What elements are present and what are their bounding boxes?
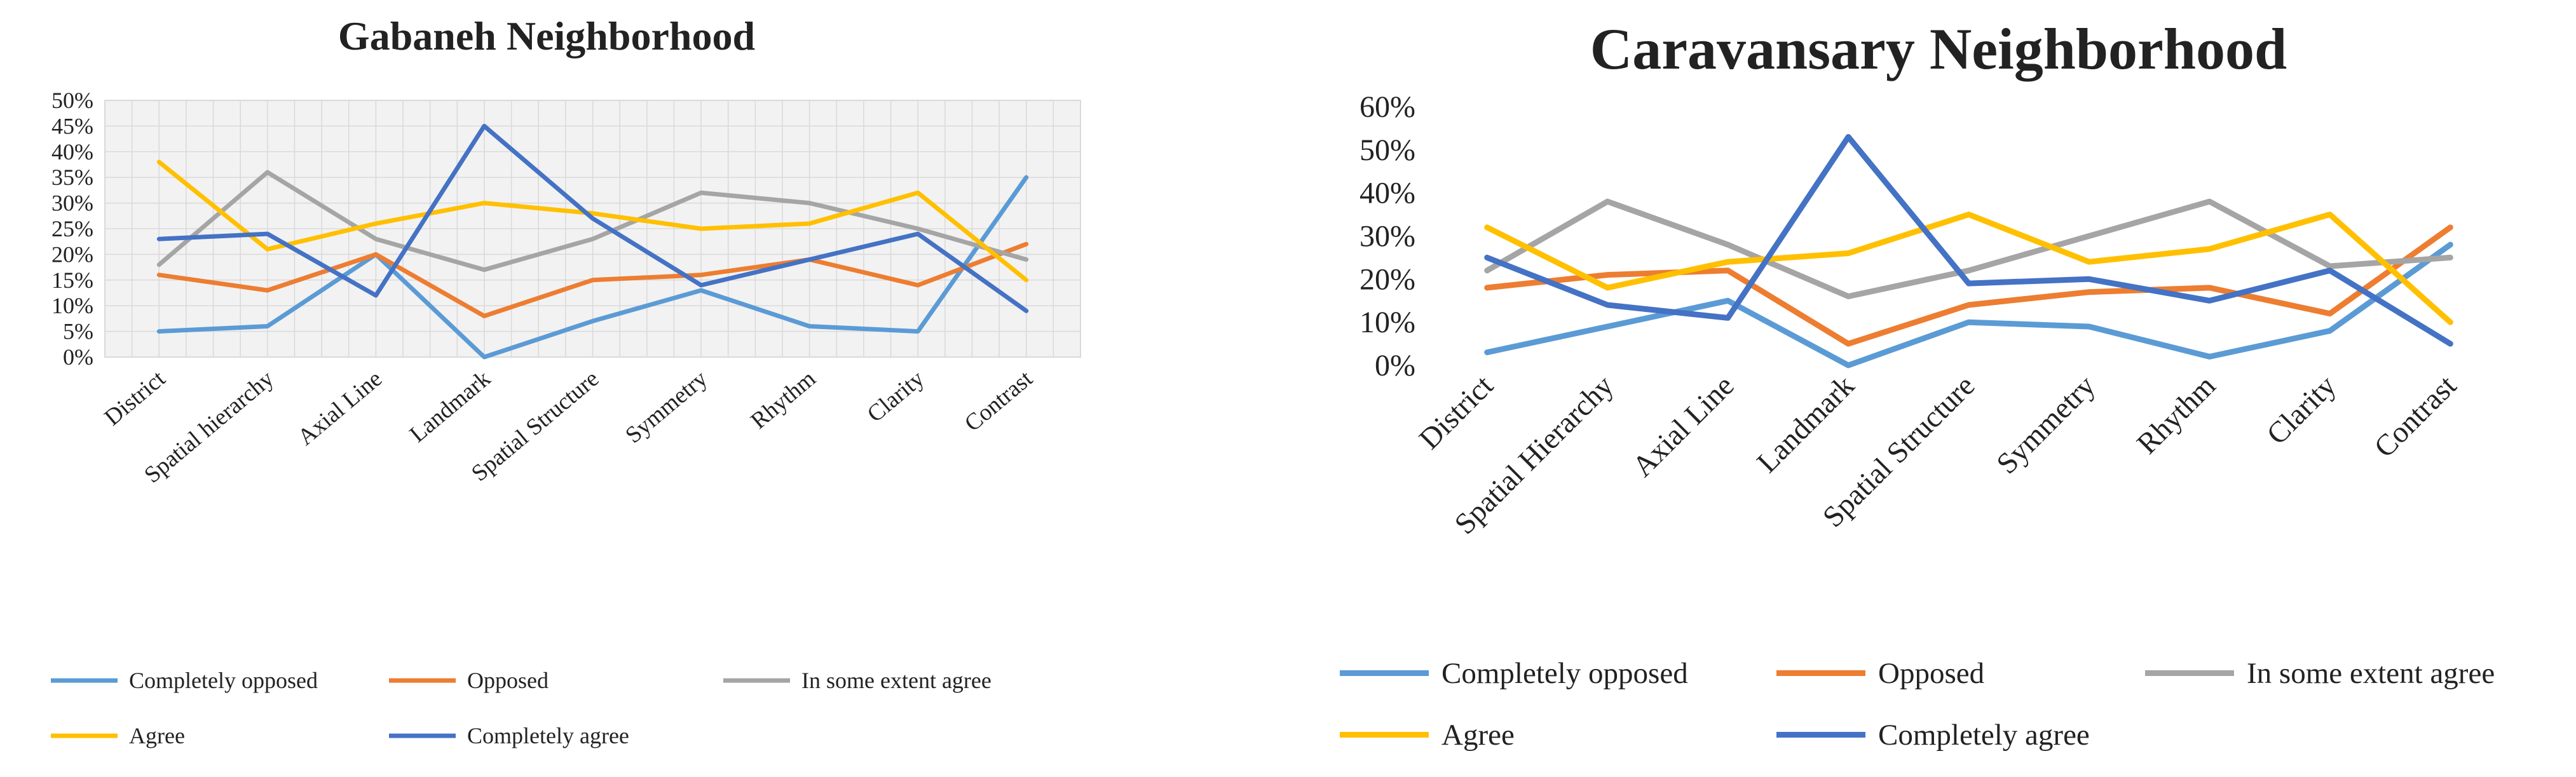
y-tick-label: 45%: [51, 113, 93, 139]
legend-label-agree: Agree: [1441, 719, 1515, 752]
y-tick-label: 10%: [51, 293, 93, 318]
legend-label-completely-opposed: Completely opposed: [129, 668, 318, 693]
x-tick-label: District: [1413, 369, 1499, 456]
y-tick-label: 40%: [1360, 177, 1415, 210]
series-line-opposed: [156, 241, 1029, 318]
series-line-agree: [1484, 212, 2453, 325]
x-tick-label: Symmetry: [620, 365, 712, 449]
x-tick-label: Contrast: [960, 365, 1038, 436]
y-tick-label: 50%: [1360, 133, 1415, 167]
x-tick-label: Rhythm: [2130, 369, 2222, 461]
y-tick-label: 25%: [51, 216, 93, 241]
legend-label-opposed: Opposed: [1878, 657, 1984, 690]
x-tick-label: Contrast: [2368, 369, 2463, 464]
x-tick-label: Axial Line: [1626, 369, 1741, 483]
y-tick-label: 50%: [51, 88, 93, 113]
x-tick-label: Symmetry: [1990, 369, 2102, 481]
x-tick-label: Axial Line: [293, 365, 387, 450]
chart-title: Caravansary Neighborhood: [1590, 17, 2287, 81]
legend-label-in-some-extent-agree: In some extent agree: [801, 668, 992, 693]
x-tick-label: Landmark: [1750, 369, 1861, 480]
series-line-completely-agree: [1484, 134, 2453, 347]
legend-label-in-some-extent-agree: In some extent agree: [2247, 657, 2495, 690]
y-tick-label: 30%: [1360, 220, 1415, 253]
y-tick-label: 35%: [51, 165, 93, 190]
gabaneh-chart: Gabaneh Neighborhood 0%5%10%15%20%25%30%3…: [51, 13, 1081, 748]
y-tick-label: 15%: [51, 267, 93, 293]
y-tick-label: 0%: [1375, 349, 1415, 382]
caravansary-chart: Caravansary Neighborhood 0% 10% 20% 30% 40% 50…: [1340, 17, 2495, 752]
series-line-agree: [156, 159, 1029, 283]
series-line-completely-opposed: [156, 175, 1029, 360]
legend-label-completely-agree: Completely agree: [467, 723, 629, 748]
legend-label-agree: Agree: [129, 723, 185, 748]
chart-title: Gabaneh Neighborhood: [338, 13, 755, 58]
legend-label-completely-opposed: Completely opposed: [1441, 657, 1688, 690]
y-tick-label: 0%: [63, 344, 93, 370]
y-tick-label: 5%: [63, 319, 93, 344]
legend-label-opposed: Opposed: [467, 668, 549, 693]
x-tick-label: Rhythm: [746, 365, 821, 434]
series-line-completely-agree: [156, 123, 1029, 313]
y-tick-label: 20%: [1360, 262, 1415, 296]
x-tick-label: Clarity: [2261, 369, 2343, 451]
x-tick-label: Landmark: [405, 365, 496, 447]
y-tick-label: 20%: [51, 241, 93, 267]
y-tick-label: 10%: [1360, 306, 1415, 339]
series-line-opposed: [1484, 224, 2453, 347]
y-tick-label: 30%: [51, 191, 93, 216]
series-line-in-some-extent-agree: [156, 170, 1029, 273]
x-tick-label: Clarity: [862, 365, 929, 428]
series-line-completely-opposed: [1484, 241, 2453, 368]
y-tick-label: 60%: [1360, 90, 1415, 124]
series-line-in-some-extent-agree: [1484, 198, 2453, 299]
x-tick-label: District: [100, 365, 171, 431]
legend-label-completely-agree: Completely agree: [1878, 719, 2090, 752]
y-tick-label: 40%: [51, 139, 93, 165]
